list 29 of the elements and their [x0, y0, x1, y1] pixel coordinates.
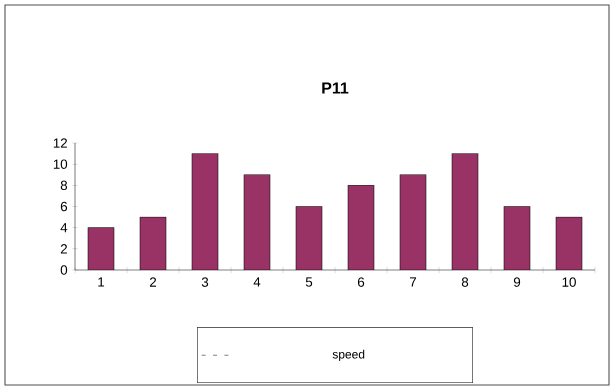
bar [504, 206, 530, 270]
y-tick-label: 6 [60, 202, 68, 212]
bar [192, 154, 218, 270]
y-tick-label: 4 [60, 223, 68, 232]
bar [348, 185, 374, 270]
x-tick-label: 2 [150, 277, 156, 287]
x-tick-label: 7 [410, 277, 416, 287]
bar [244, 174, 270, 270]
y-tick-label: 12 [54, 138, 67, 148]
y-tick-label: 8 [60, 180, 68, 190]
x-tick-label: 9 [514, 277, 520, 287]
y-tick-label: 2 [60, 244, 67, 254]
x-tick-label: 8 [462, 277, 468, 287]
x-tick-label: 10 [562, 277, 576, 287]
bar [88, 228, 114, 270]
x-tick-label: 5 [306, 277, 312, 287]
text: speed [332, 350, 364, 361]
chart-title: P11 [322, 82, 348, 94]
x-tick-label: 6 [358, 277, 364, 287]
y-tick-label: 0 [60, 265, 68, 275]
x-tick-label: 1 [98, 277, 104, 287]
bar [140, 217, 166, 270]
x-tick-label: 4 [254, 277, 260, 287]
bar [452, 154, 478, 270]
bar [400, 174, 426, 270]
bar [556, 216, 582, 270]
x-tick-label: 3 [202, 277, 208, 287]
bar [296, 206, 322, 270]
y-tick-label: 10 [54, 159, 68, 169]
